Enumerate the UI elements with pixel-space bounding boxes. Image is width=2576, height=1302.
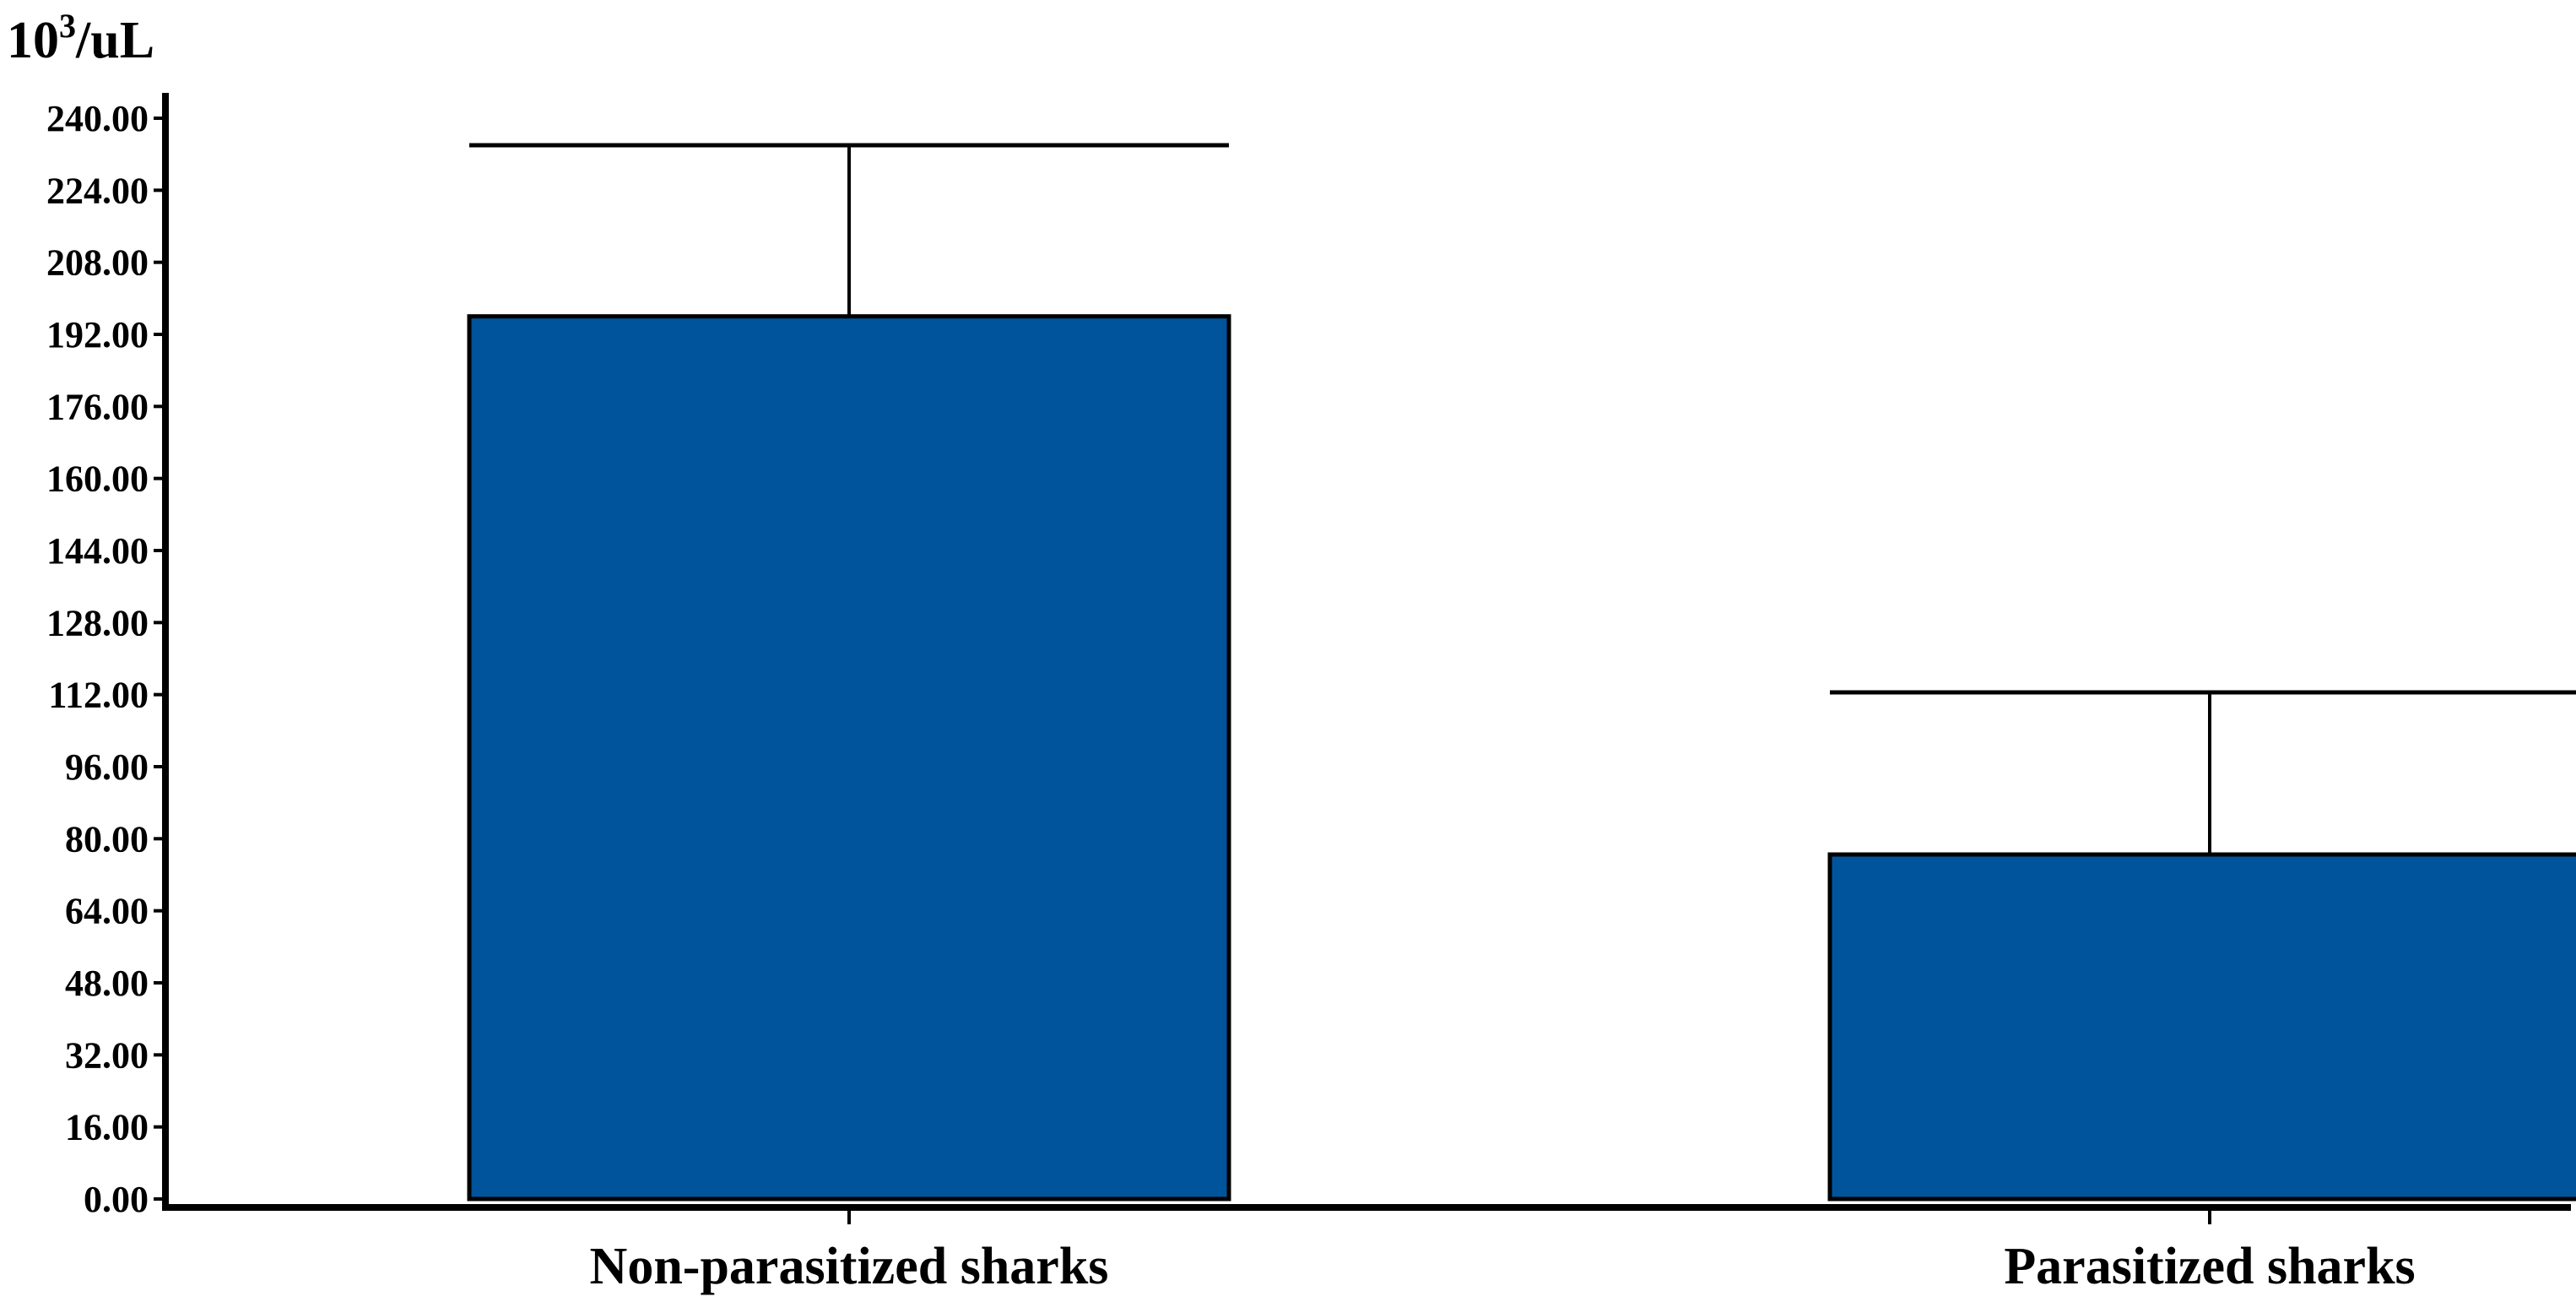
y-tick-label: 240.00: [46, 98, 149, 139]
y-tick-label: 32.00: [65, 1034, 149, 1076]
y-tick-label: 144.00: [46, 530, 149, 572]
bars: [467, 143, 2576, 1224]
y-tick-label: 224.00: [46, 170, 149, 211]
y-axis-unit-exponent: 3: [59, 7, 76, 45]
y-tick-label: 80.00: [65, 818, 149, 860]
y-tick-label: 112.00: [48, 675, 149, 716]
y-tick-label: 64.00: [65, 891, 149, 932]
axes: [162, 93, 2571, 1211]
x-category-label: Parasitized sharks: [2004, 1238, 2415, 1295]
x-category-label: Non-parasitized sharks: [590, 1238, 1109, 1295]
y-tick-label: 16.00: [65, 1107, 149, 1148]
y-tick-label: 96.00: [65, 746, 149, 788]
bar: [1827, 852, 2576, 1202]
y-tick-label: 128.00: [46, 602, 149, 643]
y-ticks: 0.00 16.00 32.00 48.00 64.00 80.00 96.00 112.00…: [46, 98, 165, 1220]
y-tick-label: 160.00: [46, 458, 149, 500]
y-tick-label: 0.00: [84, 1179, 149, 1220]
bar: [467, 314, 1231, 1202]
y-axis-unit-suffix: /uL: [75, 12, 154, 69]
y-tick-label: 176.00: [46, 386, 149, 427]
x-category-labels: Non-parasitized sharks Parasitized sharks: [590, 1238, 2416, 1295]
y-tick-label: 208.00: [46, 242, 149, 284]
y-axis-unit-label: 103/uL: [7, 7, 154, 69]
y-tick-label: 192.00: [46, 314, 149, 355]
y-tick-label: 48.00: [65, 963, 149, 1004]
